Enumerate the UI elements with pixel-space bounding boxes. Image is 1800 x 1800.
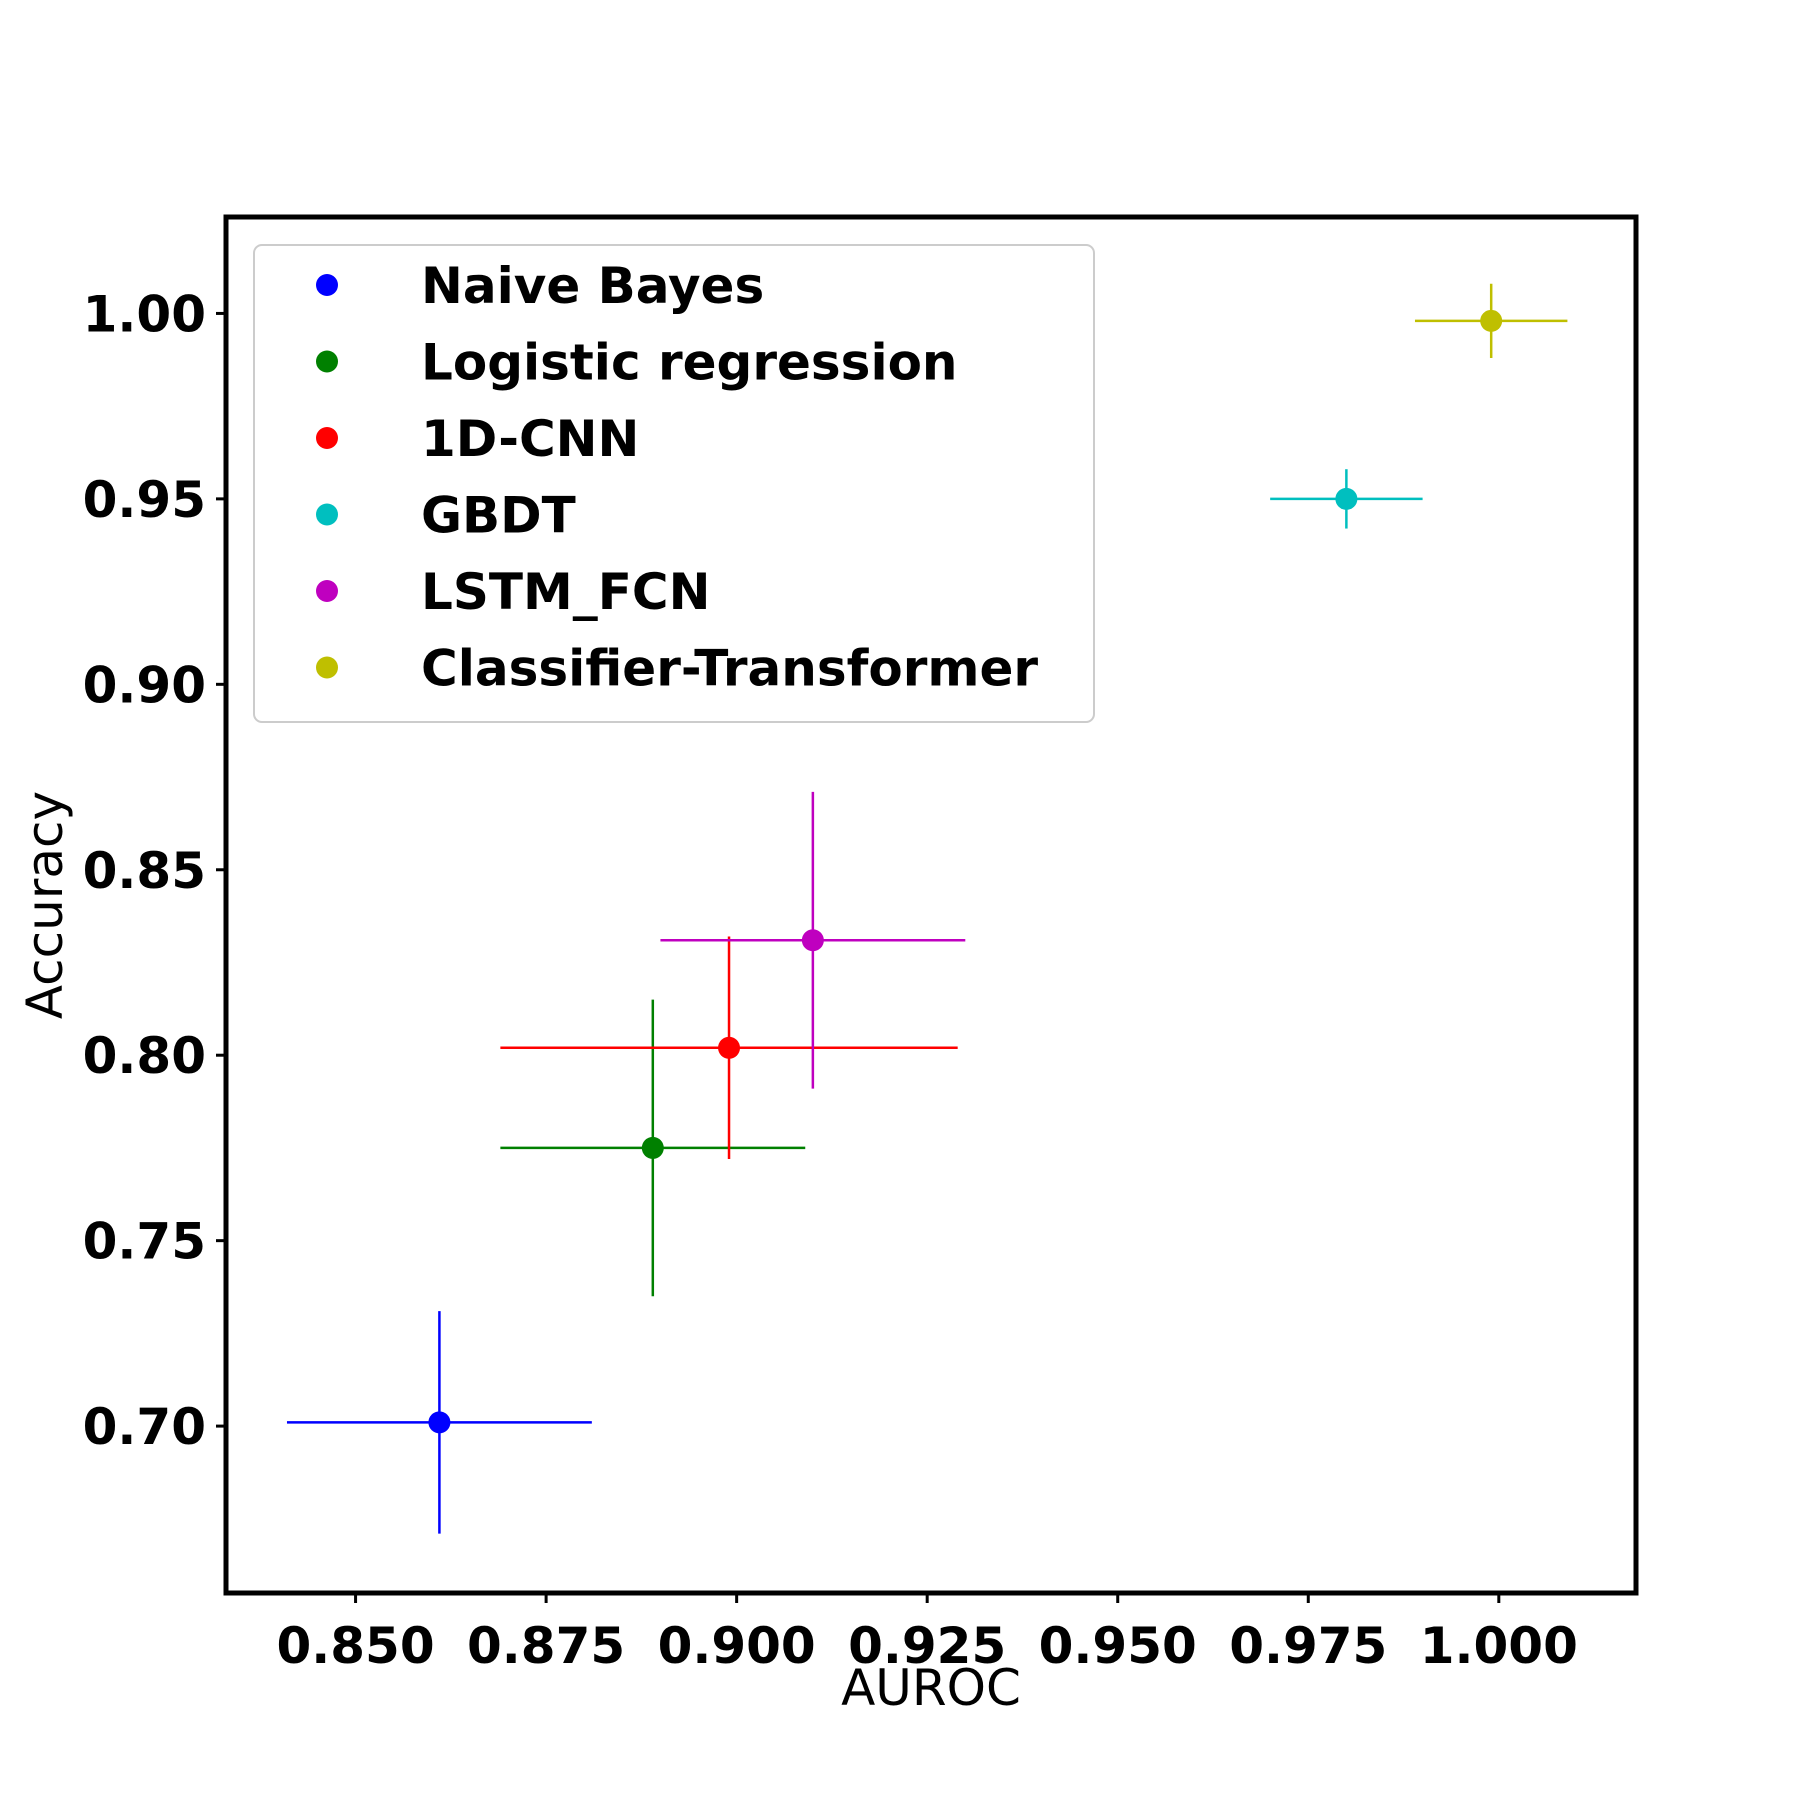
legend-box	[253, 244, 1095, 723]
legend-label: Classifier-Transformer	[421, 640, 1038, 698]
x-tick-label: 0.975	[1229, 1617, 1387, 1675]
series-5	[1414, 283, 1568, 358]
y-tick-label: 0.90	[83, 656, 206, 714]
legend-label: 1D-CNN	[421, 410, 639, 468]
x-tick-label: 1.000	[1420, 1617, 1578, 1675]
x-axis-ticks: 0.850 0.875 0.900 0.925 0.950 0.975 1.000	[276, 1593, 1578, 1675]
legend-marker	[316, 427, 338, 449]
legend-label: Naive Bayes	[421, 257, 764, 315]
series-0	[286, 1311, 592, 1534]
y-tick-label: 1.00	[83, 285, 206, 343]
data-marks	[286, 283, 1568, 1534]
data-point	[641, 1136, 664, 1159]
legend: Naive Bayes Logistic regression 1D-CNN GBDT…	[253, 244, 1095, 723]
x-axis-label: AUROC	[841, 1659, 1021, 1717]
series-4	[660, 791, 966, 1089]
legend-label: LSTM_FCN	[421, 563, 710, 621]
data-point	[428, 1411, 451, 1434]
legend-marker	[316, 350, 338, 373]
y-axis-label: Accuracy	[16, 791, 74, 1019]
data-point	[801, 929, 824, 952]
legend-items: Naive Bayes Logistic regression 1D-CNN GBDT…	[316, 257, 1038, 698]
legend-marker	[316, 656, 338, 679]
x-tick-label: 0.950	[1039, 1617, 1197, 1675]
data-point	[1335, 487, 1358, 510]
series-1	[500, 999, 806, 1297]
y-axis-ticks: 0.70 0.75 0.80 0.85 0.90 0.95 1.00	[83, 285, 226, 1456]
legend-marker	[316, 580, 338, 602]
x-tick-label: 0.925	[848, 1617, 1006, 1675]
y-tick-label: 0.80	[83, 1027, 206, 1085]
legend-marker	[316, 503, 338, 526]
y-tick-label: 0.85	[83, 842, 206, 900]
y-tick-label: 0.70	[83, 1398, 206, 1456]
x-tick-label: 0.875	[467, 1617, 625, 1675]
series-2	[500, 936, 958, 1160]
x-tick-label: 0.850	[276, 1617, 434, 1675]
data-point	[1480, 309, 1503, 332]
x-tick-label: 0.900	[658, 1617, 816, 1675]
y-tick-label: 0.75	[83, 1213, 206, 1271]
data-point	[718, 1036, 741, 1059]
series-3	[1270, 469, 1423, 529]
legend-marker	[316, 274, 338, 296]
legend-label: GBDT	[421, 487, 576, 545]
legend-label: Logistic regression	[421, 334, 958, 392]
plot-frame	[223, 214, 1639, 1596]
y-tick-label: 0.95	[83, 471, 206, 529]
